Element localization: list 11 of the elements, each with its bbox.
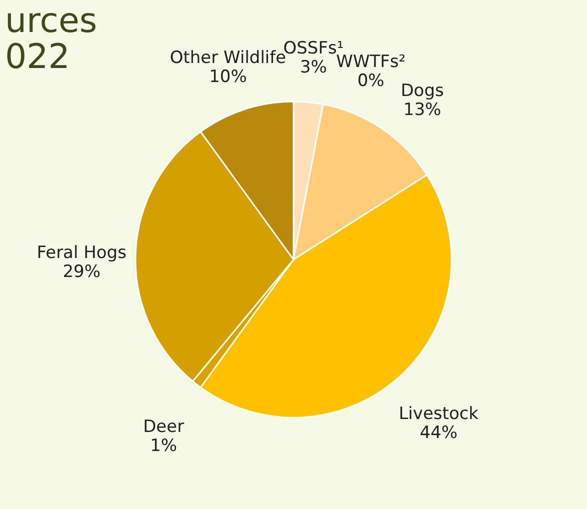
text: 0% <box>357 71 384 92</box>
slice-label: Livestock <box>398 404 479 424</box>
slice-label: Feral Hogs <box>36 242 127 263</box>
data-label: 3% <box>300 57 327 78</box>
data-label: 29% <box>62 262 101 282</box>
data-label: 10% <box>209 66 247 87</box>
data-label: 44% <box>420 423 458 444</box>
slice-label: Dogs <box>400 81 444 102</box>
slice-label: Deer <box>143 417 184 438</box>
data-label: 1% <box>150 436 178 456</box>
data-label: 13% <box>403 100 442 120</box>
